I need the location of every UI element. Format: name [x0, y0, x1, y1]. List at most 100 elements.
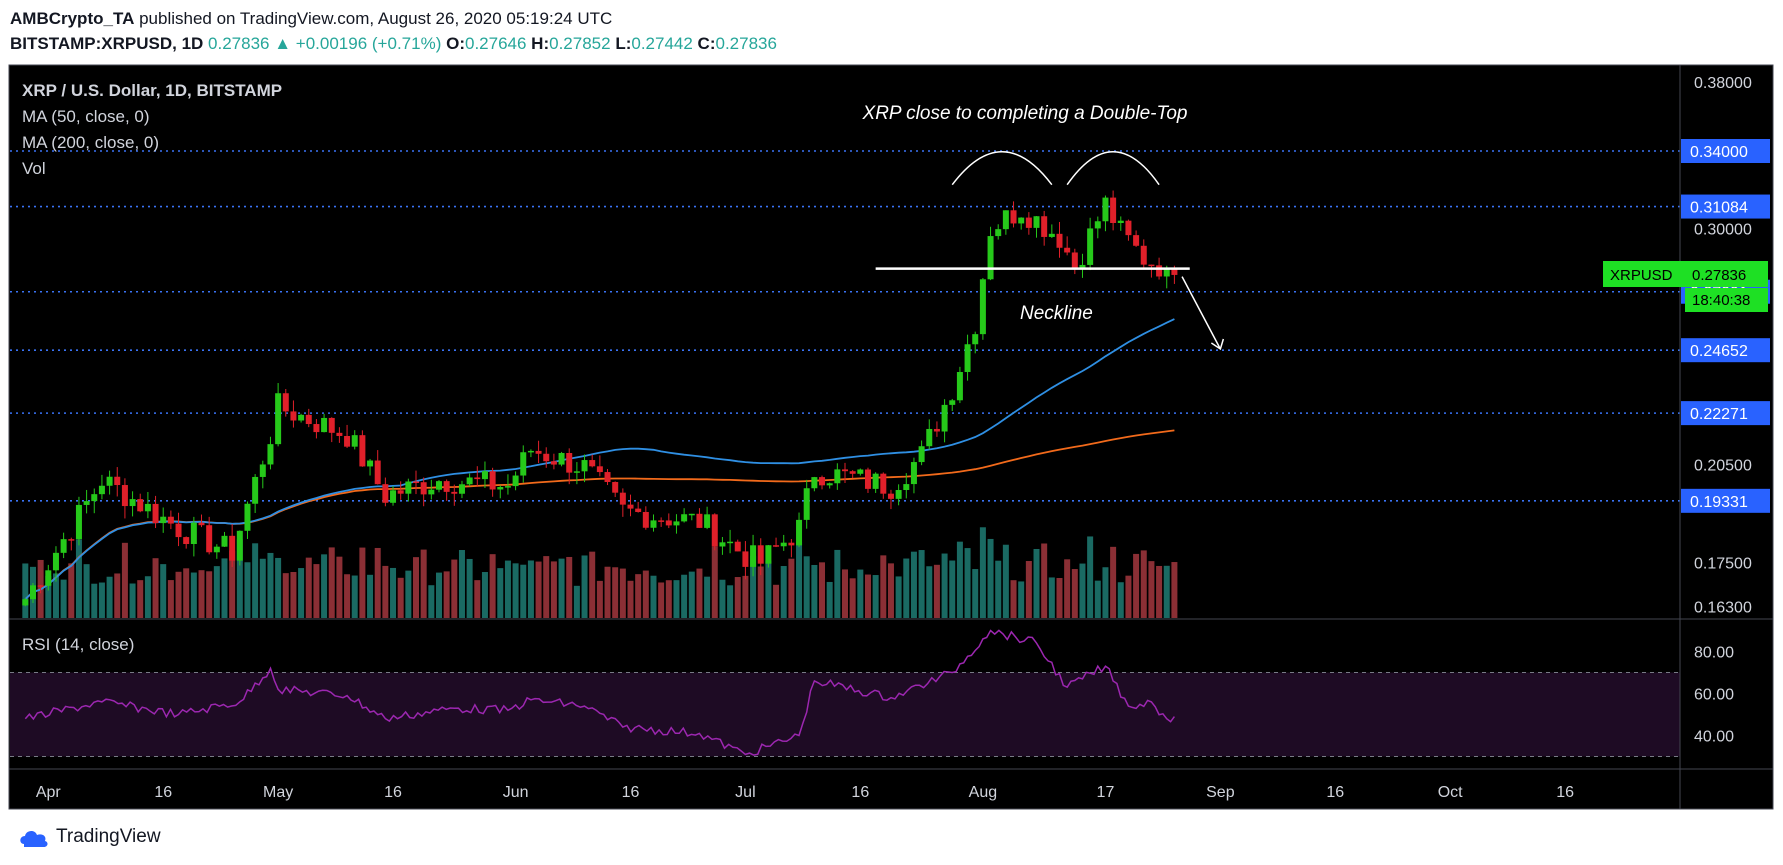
candle-body: [658, 520, 665, 522]
candle-body: [98, 485, 105, 495]
candle-body: [282, 393, 289, 412]
volume-bar: [619, 568, 626, 618]
candle-body: [328, 417, 335, 433]
candle-body: [1041, 216, 1048, 237]
legend-ma200[interactable]: MA (200, close, 0): [22, 133, 159, 152]
price-axis: 0.38000 0.30000 0.20500 0.17500 0.16300: [8, 64, 1774, 810]
candle-body: [727, 541, 734, 544]
candle-body: [435, 481, 442, 490]
candle-body: [252, 476, 259, 504]
candle-body: [864, 469, 871, 489]
publisher-name[interactable]: AMBCrypto_TA: [10, 9, 135, 28]
candle-body: [550, 461, 557, 465]
footer-brand[interactable]: TradingView: [18, 826, 161, 848]
candle-body: [1018, 217, 1025, 224]
candle-body: [1025, 217, 1032, 228]
candle-body: [1087, 228, 1094, 265]
published-text: published on TradingView.com, August 26,…: [139, 9, 613, 28]
candle-body: [60, 539, 67, 553]
time-axis: Apr 16 May 16 Jun 16 Jul 16 Aug 17 Sep 16 Oct 16: [36, 784, 1574, 801]
rsi-line: [24, 629, 1176, 756]
candle-body: [275, 393, 282, 445]
time-tick-label: 16: [622, 784, 640, 801]
volume-bar: [1140, 550, 1147, 618]
ma50-line: [24, 318, 1175, 600]
candle-body: [144, 503, 151, 512]
volume-bar: [98, 582, 105, 618]
volume-bar: [259, 558, 266, 618]
candle-body: [1002, 210, 1009, 230]
candle-body: [75, 504, 82, 540]
rsi-tick-label: 60.00: [1694, 687, 1734, 704]
symbol-label: BITSTAMP:XRPUSD, 1D: [10, 34, 204, 53]
ohlc-line: BITSTAMP:XRPUSD, 1D 0.27836 ▲ +0.00196 (…: [10, 31, 1770, 56]
candle-body: [298, 414, 305, 421]
volume-bar: [512, 563, 519, 618]
volume-bar: [1079, 563, 1086, 618]
legend-vol[interactable]: Vol: [22, 159, 46, 178]
candle-body: [742, 551, 749, 567]
candle-body: [558, 453, 565, 465]
volume-bar: [321, 554, 328, 618]
volume-bar: [52, 573, 59, 618]
volume-bar: [1156, 565, 1163, 618]
candle-body: [1117, 220, 1124, 223]
volume-bar: [397, 577, 404, 618]
price-tick-label: 0.17500: [1694, 555, 1752, 572]
volume-bar: [22, 563, 29, 618]
candle-body: [1056, 233, 1063, 248]
volume-bar: [979, 527, 986, 618]
time-tick-label: Aug: [969, 784, 997, 801]
volume-bar: [527, 560, 534, 618]
candle-body: [198, 522, 205, 526]
candle-body: [849, 471, 856, 474]
volume-bar: [581, 555, 588, 618]
volume-bar: [336, 556, 343, 618]
candle-body: [29, 585, 36, 600]
volume-bar: [244, 562, 251, 618]
volume-bar: [290, 571, 297, 618]
candle-body: [650, 520, 657, 528]
time-tick-label: 16: [1326, 784, 1344, 801]
volume-bar: [152, 558, 159, 618]
candle-body: [106, 476, 113, 486]
candle-body: [175, 523, 182, 538]
volume-bar: [221, 558, 228, 618]
candle-body: [290, 411, 297, 421]
candle-body: [497, 487, 504, 490]
candle-body: [681, 514, 688, 522]
volume-bar: [658, 582, 665, 618]
candle-body: [428, 489, 435, 495]
level-badge: [1681, 139, 1770, 164]
candle-body: [780, 542, 787, 547]
up-arrow-icon: ▲: [274, 34, 292, 53]
time-tick-label: May: [263, 784, 293, 801]
volume-bar: [435, 572, 442, 618]
volume-bar: [1110, 546, 1117, 618]
legend-ma50[interactable]: MA (50, close, 0): [22, 107, 150, 126]
volume-bar: [887, 563, 894, 618]
candle-body: [765, 545, 772, 564]
volume-bar: [734, 577, 741, 618]
low-value: 0.27442: [631, 34, 693, 53]
volume-bar: [589, 551, 596, 618]
candle-body: [619, 492, 626, 505]
rsi-tick-label: 40.00: [1694, 729, 1734, 746]
candle-body: [933, 428, 940, 432]
volume-bar: [796, 541, 803, 618]
legend-rsi[interactable]: RSI (14, close): [22, 635, 134, 654]
volume-bar: [229, 550, 236, 618]
publish-line: AMBCrypto_TA published on TradingView.co…: [10, 6, 1770, 31]
rsi-tick-label: 80.00: [1694, 645, 1734, 662]
volume-bar: [359, 547, 366, 618]
price-badge-bg: [1603, 261, 1768, 287]
volume-bar: [864, 574, 871, 618]
volume-bar: [190, 572, 197, 618]
volume-bar: [933, 564, 940, 618]
countdown-badge-bg: [1685, 288, 1768, 312]
volume-bar: [497, 568, 504, 618]
level-label: 0.19331: [1690, 494, 1748, 511]
candle-body: [964, 344, 971, 373]
candle-body: [397, 490, 404, 494]
